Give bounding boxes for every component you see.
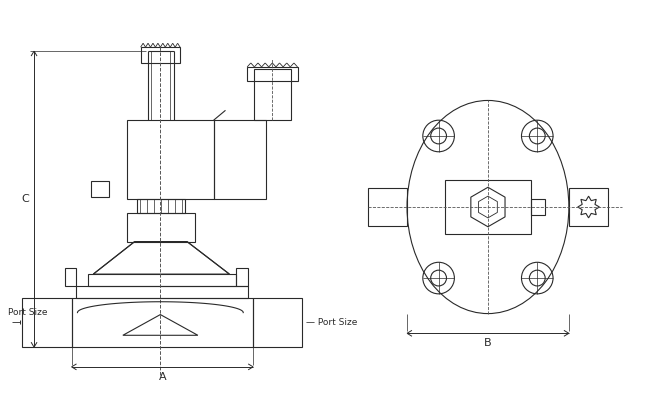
Bar [254, 69, 291, 120]
Bar [91, 181, 109, 197]
Bar [141, 47, 180, 63]
Bar [531, 199, 545, 215]
Bar [22, 298, 72, 347]
Bar [137, 199, 185, 213]
Bar [237, 268, 248, 286]
Bar [127, 213, 195, 241]
Bar [88, 274, 237, 286]
Bar [253, 298, 302, 347]
Bar [444, 180, 531, 234]
Text: B: B [484, 338, 492, 348]
Text: A: A [159, 372, 166, 382]
Bar [64, 268, 76, 286]
Bar [72, 298, 253, 347]
Bar [214, 120, 266, 199]
Text: C: C [21, 194, 29, 204]
Bar [127, 120, 214, 199]
Bar [368, 188, 407, 226]
Bar [76, 286, 248, 298]
Bar [569, 188, 608, 226]
Text: — Port Size: — Port Size [306, 318, 358, 327]
Text: Port Size: Port Size [9, 308, 48, 317]
Bar [247, 67, 297, 81]
